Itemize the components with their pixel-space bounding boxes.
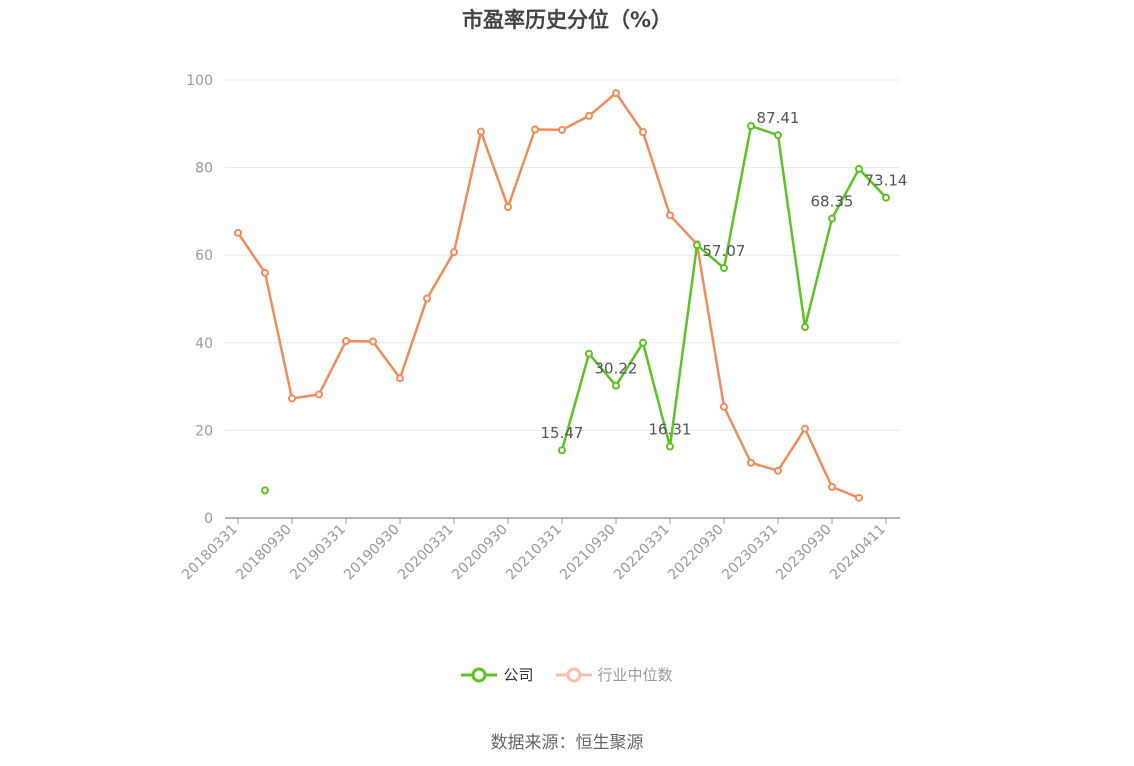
- data-point: [774, 466, 782, 475]
- x-tick-label: 20200930: [449, 522, 511, 584]
- data-point: [531, 125, 539, 134]
- data-point: [747, 121, 755, 130]
- x-tick-label: 20210930: [557, 522, 619, 584]
- data-label: 68.35: [811, 193, 854, 211]
- legend-item-industry[interactable]: 行业中位数: [555, 664, 673, 685]
- data-point: [639, 338, 647, 347]
- x-tick-label: 20230930: [773, 522, 835, 584]
- legend-industry-label: 行业中位数: [597, 666, 673, 684]
- x-tick-label: 20180930: [233, 522, 295, 584]
- data-point: [558, 125, 566, 134]
- x-tick-label: 20190930: [341, 522, 403, 584]
- data-point: [801, 424, 809, 433]
- data-point: [612, 89, 620, 98]
- legend-company-marker-icon: [461, 667, 498, 682]
- data-point: [450, 248, 458, 257]
- series-line: [236, 91, 860, 500]
- y-tick-label: 80: [195, 161, 213, 177]
- data-point: [585, 349, 593, 358]
- chart-title: 市盈率历史分位（%）: [461, 8, 673, 32]
- data-point: [828, 482, 836, 491]
- x-tick-label: 20220331: [611, 522, 673, 584]
- data-point: [558, 446, 566, 455]
- data-point: [801, 323, 809, 332]
- y-tick-label: 60: [195, 248, 213, 264]
- x-tick-label: 20180331: [179, 522, 241, 584]
- data-label: 73.14: [865, 172, 908, 190]
- data-point: [612, 381, 620, 390]
- data-point: [504, 203, 512, 212]
- x-tick-label: 20200331: [395, 522, 457, 584]
- data-label: 87.41: [757, 109, 800, 127]
- data-point: [774, 131, 782, 140]
- data-point: [666, 442, 674, 451]
- data-point: [720, 264, 728, 273]
- data-point: [585, 111, 593, 120]
- data-label: 15.47: [541, 424, 584, 442]
- y-tick-label: 20: [195, 423, 213, 439]
- data-point: [666, 211, 674, 220]
- data-point: [855, 493, 863, 502]
- data-point: [396, 374, 404, 383]
- data-point: [423, 294, 431, 303]
- legend-item-company[interactable]: 公司: [461, 664, 534, 685]
- data-point: [639, 128, 647, 137]
- y-tick-label: 40: [195, 336, 213, 352]
- data-point: [342, 337, 350, 346]
- y-tick-label: 0: [204, 511, 213, 527]
- data-point: [747, 458, 755, 467]
- legend-company-label: 公司: [503, 666, 534, 684]
- legend-industry-marker-icon: [555, 667, 592, 682]
- data-label: 16.31: [649, 421, 692, 439]
- x-tick-label: 20220930: [665, 522, 727, 584]
- data-source-note: 数据来源：恒生聚源: [490, 733, 644, 753]
- data-point: [288, 394, 296, 403]
- chart-legend: 公司 行业中位数: [0, 664, 1134, 685]
- x-tick-label: 20210331: [503, 522, 565, 584]
- data-label: 57.07: [703, 242, 746, 260]
- x-tick-label: 20240411: [827, 522, 889, 584]
- data-label: 30.22: [595, 360, 638, 378]
- data-point: [477, 127, 485, 136]
- x-tick-label: 20190331: [287, 522, 349, 584]
- data-point: [720, 402, 728, 411]
- data-point: [261, 268, 269, 277]
- data-point: [234, 228, 242, 237]
- data-point: [693, 241, 701, 250]
- data-point: [315, 390, 323, 399]
- x-tick-label: 20230331: [719, 522, 781, 584]
- data-point: [369, 337, 377, 346]
- y-tick-label: 100: [186, 73, 213, 89]
- data-point: [882, 193, 890, 202]
- data-point: [828, 214, 836, 223]
- data-point: [855, 164, 863, 173]
- data-point: [261, 486, 269, 495]
